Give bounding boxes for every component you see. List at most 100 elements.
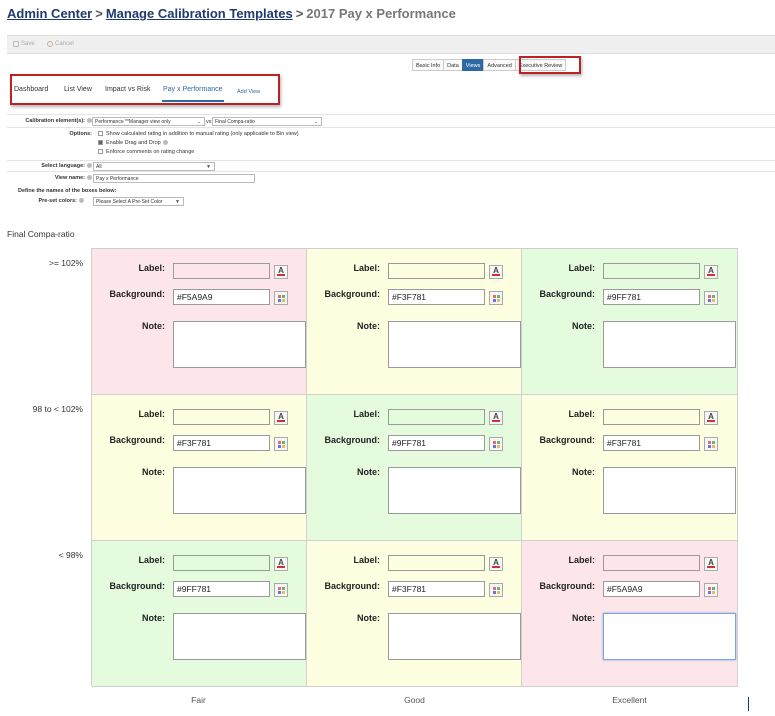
grid-cell: Label: A Background: #9FF781 Note: (92, 541, 307, 687)
row-label-high: >= 102% (48, 258, 83, 268)
help-icon[interactable] (162, 140, 168, 146)
grid-cell: Label: A Background: #F3F781 Note: (307, 249, 522, 395)
font-color-icon[interactable]: A (489, 557, 503, 571)
label-input[interactable] (603, 263, 700, 279)
note-textarea[interactable] (388, 613, 521, 660)
template-settings-panel: Save Cancel Basic Info Data Views Advanc… (7, 35, 775, 210)
breadcrumb-manage-templates[interactable]: Manage Calibration Templates (105, 6, 293, 21)
view-tab-list-view[interactable]: List View (64, 86, 92, 93)
cancel-icon (47, 41, 53, 47)
label-input[interactable] (603, 555, 700, 571)
second-element-select[interactable]: Final Compa-ratio ⌄ (212, 117, 322, 126)
note-textarea[interactable] (603, 467, 736, 514)
option-show-calculated[interactable]: Show calculated rating in addition to ma… (98, 131, 299, 137)
color-picker-icon[interactable] (274, 291, 288, 305)
option-enforce-comments[interactable]: Enforce comments on rating change (98, 149, 194, 155)
font-color-icon[interactable]: A (704, 411, 718, 425)
font-color-icon[interactable]: A (704, 557, 718, 571)
tab-data[interactable]: Data (443, 59, 463, 71)
caret-down-icon: ▼ (206, 164, 211, 170)
label-field-label: Label: (568, 263, 595, 273)
cursor-bar (748, 697, 749, 711)
font-color-icon[interactable]: A (489, 265, 503, 279)
label-input[interactable] (603, 409, 700, 425)
label-input[interactable] (173, 555, 270, 571)
tab-advanced[interactable]: Advanced (483, 59, 516, 71)
preset-row: Define the names of the boxes below: Pre… (7, 185, 775, 209)
background-input[interactable]: #9FF781 (388, 435, 485, 451)
note-textarea[interactable] (603, 613, 736, 660)
note-textarea[interactable] (173, 467, 306, 514)
options-row: Options: Show calculated rating in addit… (7, 127, 775, 159)
view-tab-dashboard[interactable]: Dashboard (14, 86, 49, 93)
note-textarea[interactable] (388, 467, 521, 514)
grid-cell: Label: A Background: #9FF781 Note: (522, 249, 738, 395)
note-textarea[interactable] (603, 321, 736, 368)
preset-color-select[interactable]: Please Select A Pre-Set Color ▼ (93, 197, 184, 206)
font-color-icon[interactable]: A (274, 265, 288, 279)
checkbox[interactable] (98, 131, 103, 137)
color-picker-icon[interactable] (274, 437, 288, 451)
cancel-button[interactable]: Cancel (47, 41, 74, 47)
color-picker-icon[interactable] (489, 291, 503, 305)
label-input[interactable] (388, 555, 485, 571)
color-picker-icon[interactable] (704, 583, 718, 597)
background-input[interactable]: #F5A9A9 (173, 289, 270, 305)
tab-executive-review[interactable]: Executive Review (514, 59, 567, 71)
save-label: Save (21, 41, 35, 47)
row-label-mid: 98 to < 102% (32, 404, 83, 414)
help-icon[interactable] (79, 198, 84, 204)
background-input[interactable]: #9FF781 (173, 581, 270, 597)
background-input[interactable]: #F3F781 (388, 289, 485, 305)
checkbox[interactable] (98, 149, 103, 155)
font-color-icon[interactable]: A (489, 411, 503, 425)
vs-label: vs (206, 119, 212, 125)
add-view-link[interactable]: Add View (237, 89, 261, 95)
save-icon (13, 41, 19, 47)
background-field-label: Background: (539, 581, 595, 591)
option-drag-drop[interactable]: Enable Drag and Drop (98, 140, 168, 146)
view-tab-impact-vs-risk[interactable]: Impact vs Risk (105, 86, 151, 93)
view-name-input[interactable]: Pay x Performance (93, 174, 255, 183)
calibration-element-select[interactable]: Performance **Manager view only ⌄ (92, 117, 205, 126)
note-field-label: Note: (142, 321, 165, 331)
note-textarea[interactable] (388, 321, 521, 368)
background-input[interactable]: #9FF781 (603, 289, 700, 305)
save-button[interactable]: Save (13, 41, 35, 47)
background-input[interactable]: #F3F781 (603, 435, 700, 451)
help-icon[interactable] (87, 163, 92, 169)
view-tab-pay-x-performance[interactable]: Pay x Performance (163, 86, 223, 93)
note-field-label: Note: (572, 467, 595, 477)
help-icon[interactable] (87, 118, 92, 124)
checkbox[interactable] (98, 140, 103, 146)
label-input[interactable] (388, 409, 485, 425)
color-picker-icon[interactable] (274, 583, 288, 597)
language-select[interactable]: All ▼ (93, 162, 215, 171)
color-picker-icon[interactable] (704, 291, 718, 305)
cancel-label: Cancel (55, 41, 74, 47)
calibration-row: Calibration element(s): Performance **Ma… (7, 114, 775, 127)
toolbar: Save Cancel (7, 36, 775, 54)
background-field-label: Background: (109, 289, 165, 299)
font-color-icon[interactable]: A (704, 265, 718, 279)
tab-basic-info[interactable]: Basic Info (412, 59, 445, 71)
note-textarea[interactable] (173, 613, 306, 660)
tab-views[interactable]: Views (461, 59, 485, 71)
label-input[interactable] (173, 409, 270, 425)
chevron-down-icon: ⌄ (313, 119, 318, 125)
breadcrumb-admin-center[interactable]: Admin Center (7, 6, 93, 21)
label-input[interactable] (388, 263, 485, 279)
color-picker-icon[interactable] (489, 437, 503, 451)
font-color-icon[interactable]: A (274, 557, 288, 571)
background-input[interactable]: #F3F781 (388, 581, 485, 597)
executive-review-highlight (519, 56, 581, 74)
color-picker-icon[interactable] (704, 437, 718, 451)
background-input[interactable]: #F5A9A9 (603, 581, 700, 597)
help-icon[interactable] (87, 175, 92, 181)
color-picker-icon[interactable] (489, 583, 503, 597)
note-textarea[interactable] (173, 321, 306, 368)
font-color-icon[interactable]: A (274, 411, 288, 425)
chevron-down-icon: ⌄ (196, 119, 201, 125)
label-input[interactable] (173, 263, 270, 279)
background-input[interactable]: #F3F781 (173, 435, 270, 451)
